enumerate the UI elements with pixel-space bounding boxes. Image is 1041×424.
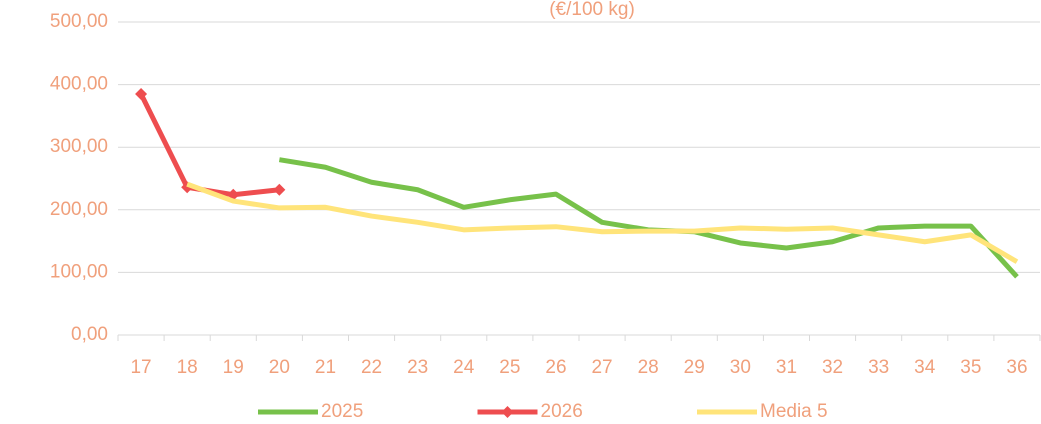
x-tick-label: 34 (914, 357, 936, 378)
point-marker (135, 87, 148, 100)
y-tick-label: 200,00 (50, 199, 108, 220)
x-tick-label: 36 (1006, 357, 1027, 378)
x-tick-label: 21 (315, 357, 336, 378)
x-tick-label: 32 (822, 357, 843, 378)
legend-label: 2025 (321, 401, 363, 422)
x-tick-label: 30 (730, 357, 751, 378)
x-tick-label: 23 (407, 357, 428, 378)
y-tick-label: 300,00 (50, 136, 108, 157)
x-tick-label: 29 (684, 357, 705, 378)
legend-label: 2026 (541, 401, 583, 422)
x-tick-label: 18 (177, 357, 198, 378)
series-line (186, 181, 1019, 264)
x-tick-label: 35 (960, 357, 981, 378)
x-tick-label: 17 (130, 357, 151, 378)
x-tick-label: 25 (499, 357, 520, 378)
x-tick-label: 27 (591, 357, 612, 378)
y-tick-label: 500,00 (50, 11, 108, 32)
series-line (138, 92, 280, 198)
x-tick-label: 20 (269, 357, 290, 378)
chart-title: (€/100 kg) (549, 0, 635, 20)
x-tick-label: 26 (545, 357, 566, 378)
y-tick-label: 100,00 (50, 261, 108, 282)
x-tick-label: 19 (223, 357, 244, 378)
x-tick-label: 22 (361, 357, 382, 378)
x-tick-label: 28 (638, 357, 659, 378)
point-marker (273, 183, 286, 196)
x-tick-label: 31 (776, 357, 797, 378)
y-tick-label: 0,00 (71, 324, 108, 345)
x-tick-label: 24 (453, 357, 475, 378)
x-tick-label: 33 (868, 357, 889, 378)
legend-label: Media 5 (760, 401, 828, 422)
y-tick-label: 400,00 (50, 74, 108, 95)
legend-marker (501, 406, 514, 418)
